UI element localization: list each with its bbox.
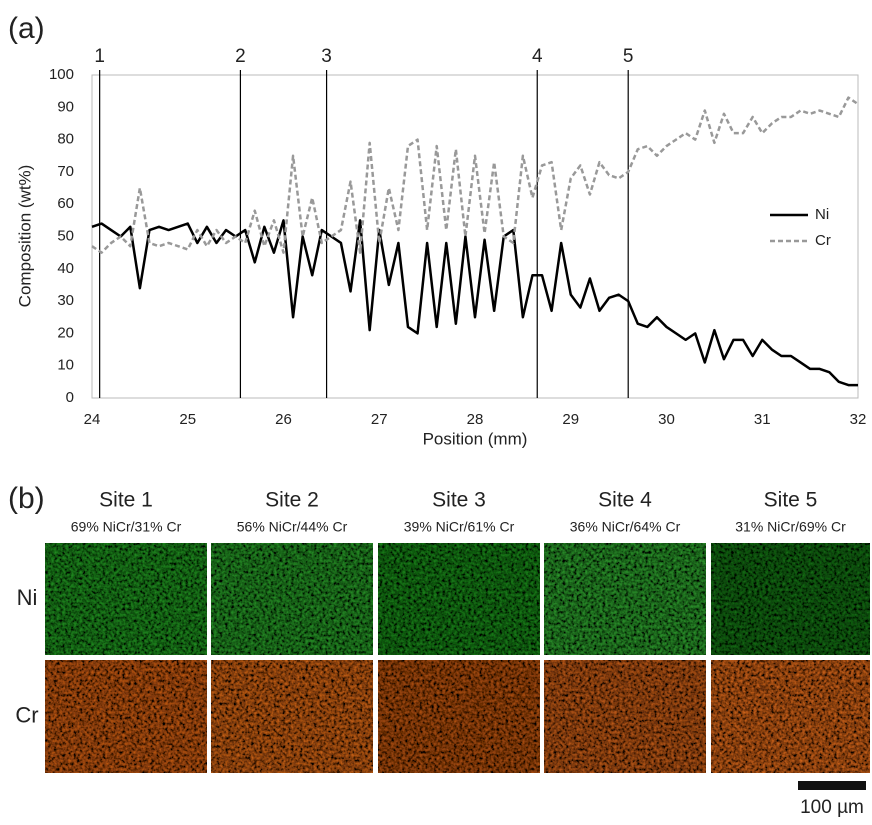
- micrograph: [45, 543, 207, 655]
- y-tick-label: 50: [57, 227, 74, 244]
- series-line: [91, 96, 859, 254]
- y-tick-label: 70: [57, 163, 74, 180]
- row-label: Ni: [17, 585, 38, 610]
- y-tick-label: 60: [57, 195, 74, 212]
- legend-label: Ni: [815, 206, 829, 223]
- x-tick-label: 24: [84, 411, 101, 428]
- plot-frame: [91, 74, 859, 399]
- micrograph: [711, 660, 870, 773]
- panel-label: (a): [8, 12, 45, 45]
- y-tick-label: 30: [57, 292, 74, 309]
- site-composition: 56% NiCr/44% Cr: [237, 519, 348, 535]
- row-label: Cr: [15, 702, 38, 727]
- y-tick-label: 90: [57, 98, 74, 115]
- x-tick-label: 26: [275, 411, 292, 428]
- site-title: Site 3: [432, 489, 486, 512]
- legend-label: Cr: [815, 232, 831, 249]
- series-line: [91, 219, 858, 387]
- micrograph: [544, 660, 706, 773]
- site-label: 3: [321, 46, 332, 67]
- site-label: 4: [532, 46, 543, 67]
- site-title: Site 5: [764, 489, 818, 512]
- micrograph: [45, 660, 207, 773]
- site-composition: 36% NiCr/64% Cr: [570, 519, 681, 535]
- scale-bar-label: 100 µm: [800, 797, 864, 818]
- y-axis-title: Composition (wt%): [15, 165, 34, 308]
- x-axis-title: Position (mm): [423, 429, 528, 448]
- y-tick-label: 80: [57, 131, 74, 148]
- y-tick-label: 0: [66, 389, 74, 406]
- site-title: Site 2: [265, 489, 319, 512]
- y-tick-label: 20: [57, 324, 74, 341]
- x-tick-label: 29: [562, 411, 579, 428]
- site-title: Site 4: [598, 489, 652, 512]
- y-tick-label: 40: [57, 260, 74, 277]
- x-tick-label: 28: [467, 411, 484, 428]
- site-composition: 39% NiCr/61% Cr: [404, 519, 515, 535]
- site-label: 2: [235, 46, 246, 67]
- x-tick-label: 31: [754, 411, 771, 428]
- site-label: 1: [94, 46, 105, 67]
- micrograph-grid: Site 1 69% NiCr/31% Cr Site 2 56% NiCr/44% …: [15, 489, 870, 773]
- panel-label: (b): [8, 482, 45, 515]
- site-composition: 31% NiCr/69% Cr: [735, 519, 846, 535]
- micrograph: [378, 660, 540, 773]
- y-tick-label: 100: [49, 66, 74, 83]
- y-tick-label: 10: [57, 357, 74, 374]
- site-title: Site 1: [99, 489, 153, 512]
- micrograph: [378, 543, 540, 655]
- micrograph: [711, 543, 870, 655]
- scale-bar: [798, 781, 866, 790]
- x-tick-label: 32: [850, 411, 867, 428]
- site-label: 5: [623, 46, 634, 67]
- micrograph: [544, 543, 706, 655]
- micrograph: [211, 543, 373, 655]
- x-tick-label: 25: [179, 411, 196, 428]
- x-tick-label: 30: [658, 411, 675, 428]
- site-composition: 69% NiCr/31% Cr: [71, 519, 182, 535]
- micrograph: [211, 660, 373, 773]
- x-tick-label: 27: [371, 411, 388, 428]
